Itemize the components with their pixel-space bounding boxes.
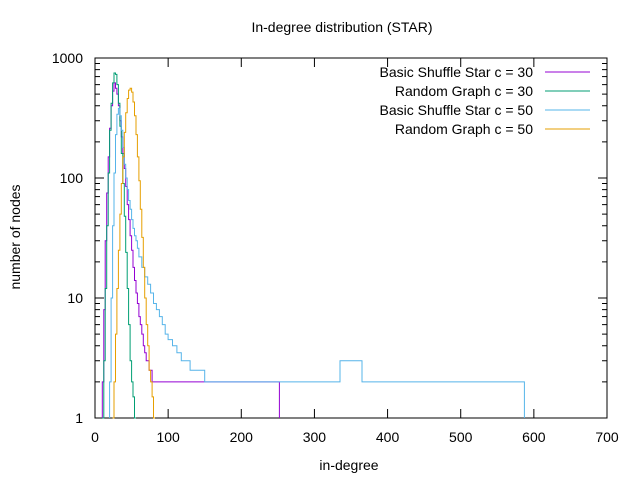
axis-ticks: 0 100 200 300 400 500 600 700 1 10 100 1000 [52,50,619,445]
series-line-3 [109,107,525,418]
x-tick-label: 200 [230,429,254,445]
series-layer [101,72,525,419]
x-axis-label: in-degree [319,457,378,473]
plot-frame [94,57,608,419]
legend-label-3: Basic Shuffle Star c = 50 [380,102,534,118]
x-tick-label: 600 [522,429,546,445]
y-tick-label: 1 [75,410,83,426]
series-line-2 [102,72,136,419]
x-tick-label: 700 [595,429,619,445]
legend-label-2: Random Graph c = 30 [395,83,533,99]
y-tick-label: 1000 [52,50,83,66]
y-axis-label: number of nodes [7,184,23,289]
x-tick-label: 400 [376,429,400,445]
legend: Basic Shuffle Star c = 30 Random Graph c … [380,64,590,137]
series-line-4 [112,87,155,419]
legend-label-4: Random Graph c = 50 [395,121,533,137]
x-tick-label: 0 [91,429,99,445]
x-tick-label: 500 [449,429,473,445]
chart-title: In-degree distribution (STAR) [251,19,432,35]
series-line-1 [101,82,280,418]
y-tick-label: 100 [60,170,84,186]
legend-label-1: Basic Shuffle Star c = 30 [380,64,534,80]
x-tick-label: 100 [156,429,180,445]
x-tick-label: 300 [303,429,327,445]
y-tick-label: 10 [67,290,83,306]
